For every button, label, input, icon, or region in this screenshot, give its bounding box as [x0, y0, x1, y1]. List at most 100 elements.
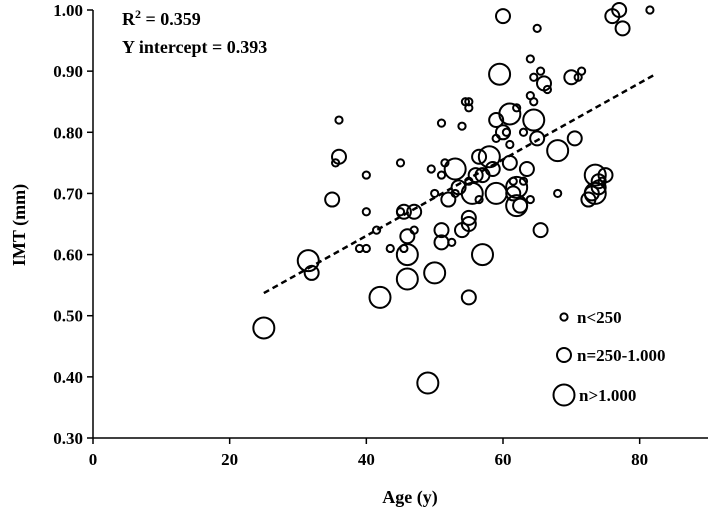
data-point-small — [447, 237, 457, 247]
data-point-medium — [611, 2, 628, 18]
points-layer — [252, 2, 655, 395]
x-tick-label: 80 — [631, 450, 648, 469]
data-point-small — [529, 72, 539, 82]
trend-layer — [263, 74, 654, 295]
x-tick-label: 40 — [358, 450, 375, 469]
data-point-small — [576, 66, 587, 76]
data-point-medium — [406, 203, 423, 220]
data-point-small — [436, 118, 447, 128]
data-point-large — [416, 371, 440, 395]
y-tick-label: 0.30 — [53, 429, 83, 448]
data-point-small — [457, 121, 467, 131]
data-point-small — [518, 127, 529, 137]
legend-marker-large — [552, 383, 576, 407]
data-point-medium — [399, 228, 416, 245]
data-point-small — [385, 243, 395, 254]
data-point-small — [436, 170, 447, 180]
data-point-small — [512, 103, 522, 113]
data-point-medium — [460, 216, 477, 232]
y-tick-label: 0.90 — [53, 62, 83, 81]
data-point-medium — [614, 20, 631, 37]
data-point-large — [505, 175, 529, 199]
data-point-small — [464, 97, 474, 107]
data-point-medium — [512, 197, 529, 214]
data-point-medium — [566, 130, 583, 147]
data-point-small — [371, 225, 382, 235]
data-point-large — [252, 316, 276, 340]
ticks-layer: 0 20 40 60 80 0.30 0.40 0.50 0.60 0.70 0.80 0.90 1.0… — [53, 1, 648, 469]
data-point-small — [501, 127, 512, 137]
data-point-medium — [324, 191, 341, 208]
legend-marker-small — [559, 312, 569, 322]
data-point-small — [535, 66, 546, 76]
data-point-medium — [433, 222, 450, 239]
data-point-medium — [597, 167, 614, 184]
data-point-medium — [395, 203, 412, 220]
data-point-small — [426, 164, 436, 174]
data-point-large — [471, 243, 494, 267]
data-point-large — [477, 145, 501, 169]
x-tick-label: 0 — [89, 450, 98, 469]
r-squared-superscript: 2 — [135, 7, 141, 21]
data-point-small — [505, 139, 515, 150]
data-point-large — [296, 249, 320, 273]
legend-marker-medium — [556, 347, 572, 363]
data-point-small — [409, 225, 419, 235]
data-point-large — [498, 102, 522, 126]
data-point-small — [645, 5, 655, 15]
legend: n<250 n=250-1.000 n>1.000 — [552, 308, 666, 407]
data-point-large — [368, 285, 392, 309]
data-point-medium — [331, 148, 347, 165]
data-point-medium — [501, 154, 518, 171]
data-point-small — [361, 207, 371, 217]
data-point-small — [334, 115, 344, 125]
data-point-large — [546, 139, 570, 163]
r-squared-prefix: R — [122, 9, 136, 29]
y-tick-label: 0.40 — [53, 368, 83, 387]
data-point-large — [522, 108, 546, 132]
data-point-medium — [488, 112, 505, 129]
data-point-small — [361, 170, 371, 180]
r-squared-value: = 0.359 — [141, 9, 201, 29]
legend-label-medium: n=250-1.000 — [577, 346, 666, 365]
data-point-large — [395, 243, 419, 267]
data-point-large — [395, 267, 419, 291]
data-point-medium — [471, 148, 488, 165]
data-point-medium — [460, 209, 477, 226]
data-point-medium — [532, 222, 549, 239]
x-tick-label: 20 — [221, 450, 238, 469]
data-point-small — [395, 158, 406, 168]
data-point-large — [583, 181, 607, 205]
r-squared-annotation: R2 = 0.359 — [122, 7, 201, 29]
legend-label-large: n>1.000 — [579, 386, 636, 405]
y-tick-label: 0.50 — [53, 307, 83, 326]
y-intercept-annotation: Y intercept = 0.393 — [122, 37, 267, 57]
data-point-medium — [467, 167, 484, 184]
data-point-medium — [563, 69, 580, 86]
data-point-small — [529, 97, 539, 107]
trendline — [263, 74, 654, 295]
y-tick-label: 0.70 — [53, 184, 83, 203]
data-point-large — [583, 163, 607, 187]
y-axis-label: IMT (mm) — [9, 184, 30, 266]
data-point-small — [525, 194, 535, 205]
data-point-medium — [460, 289, 477, 306]
data-point-small — [525, 54, 535, 64]
data-point-large — [488, 62, 512, 86]
data-point-medium — [529, 130, 546, 147]
data-point-small — [474, 194, 484, 205]
data-point-medium — [303, 264, 320, 281]
data-point-small — [430, 188, 440, 199]
x-axis-label: Age (y) — [382, 487, 437, 508]
data-point-medium — [518, 160, 535, 177]
y-tick-label: 1.00 — [53, 1, 83, 20]
data-point-medium — [495, 8, 511, 25]
y-tick-label: 0.80 — [53, 123, 83, 142]
y-tick-label: 0.60 — [53, 246, 83, 265]
data-point-large — [443, 157, 467, 181]
data-point-large — [423, 261, 447, 285]
data-point-small — [464, 103, 474, 113]
x-tick-label: 60 — [495, 450, 512, 469]
data-point-small — [532, 23, 542, 33]
data-point-small — [542, 84, 553, 95]
